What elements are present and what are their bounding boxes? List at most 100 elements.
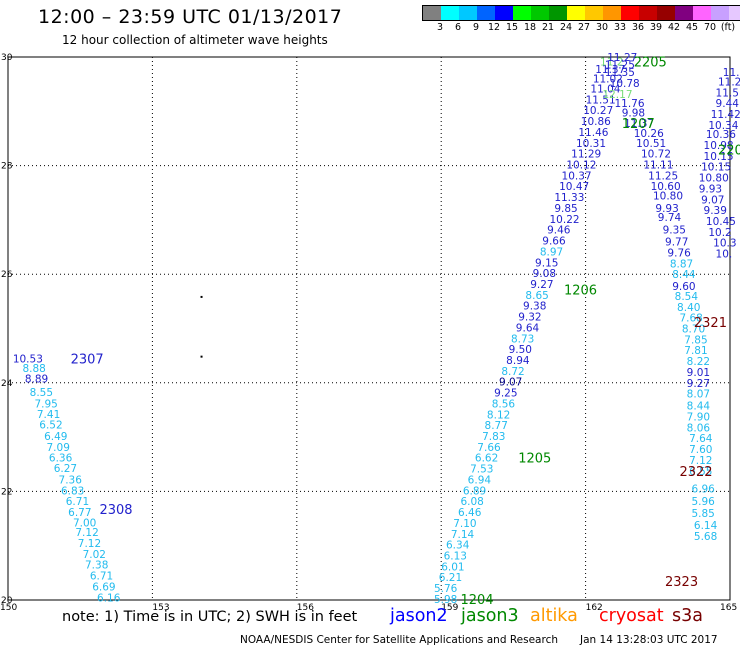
swh-value: 11.2 [718,76,740,88]
legend-swatch [693,6,711,20]
swh-value: 7.68 [679,313,702,325]
swh-value: 7.10 [453,518,476,530]
legend-label: 3 [436,22,444,33]
legend-label: 15 [505,22,519,33]
footer-note: note: 1) Time is in UTC; 2) SWH is in fe… [62,609,358,625]
legend-swatch [495,6,513,20]
swh-value: 6.83 [61,485,84,497]
pass-label: 1204 [460,593,493,608]
swh-value: 7.64 [689,433,713,445]
swh-value: 11.29 [571,149,601,161]
pass-label: 1207 [622,117,655,132]
swh-value: 10.53 [13,353,43,365]
swh-value: 9.27 [687,378,710,390]
legend-label: 12 [487,22,501,33]
swh-value: 6.71 [66,496,89,508]
swh-value: 8.97 [540,246,563,258]
swh-value: 7.12 [78,538,101,550]
swh-value: 7.95 [34,398,57,410]
swh-value: 6.89 [463,485,486,497]
swh-value: 5.68 [694,531,717,543]
swh-value: 6.21 [439,572,462,584]
legend-swatch [639,6,657,20]
swh-value: 11.3 [723,67,740,79]
swh-value: 11.37 [595,64,625,76]
swh-value: 6.16 [97,592,121,604]
swh-value: 6.62 [475,453,498,465]
map-point [200,295,203,298]
swh-value: 10.45 [706,216,736,228]
swh-value: 12.17 [602,89,632,101]
swh-value: 7.09 [47,442,70,454]
swh-value: 6.71 [90,571,113,583]
swh-value: 10.60 [651,181,681,193]
swh-value: 10.51 [636,138,666,150]
map-frame [7,56,731,601]
legend-label: 45 [685,22,699,33]
map-title: 12:00 – 23:59 UTC 01/13/2017 [38,6,343,28]
swh-value: 7.02 [83,549,106,561]
x-tick-label: 159 [441,603,458,613]
swh-value: 8.87 [670,258,693,270]
swh-value: 9.32 [518,312,541,324]
swh-value: 6.94 [468,474,492,486]
swh-value: 10.80 [699,173,729,185]
pass-label: 2323 [665,575,698,590]
swh-value: 11.76 [614,98,644,110]
swh-value: 11.35 [605,67,635,79]
legend-swatch [441,6,459,20]
swh-value: 10.3 [713,238,736,250]
swh-value: 11.51 [586,94,616,106]
footer-credit: NOAA/NESDIS Center for Satellite Applica… [240,634,558,646]
swh-value: 9.44 [716,98,740,110]
swh-value: 8.40 [677,302,700,314]
x-tick-label: 156 [297,603,314,613]
swh-value: 10.47 [559,181,589,193]
swh-value: 11.46 [578,127,608,139]
swh-value: 9.85 [554,203,577,215]
swh-value: 11.37 [624,118,654,130]
swh-value: 8.22 [687,356,710,368]
mission-s3a: s3a [672,606,703,626]
swh-value: 8.65 [525,290,548,302]
swh-value: 9.01 [687,367,710,379]
swh-value: 10.27 [583,105,613,117]
pass-label: 1205 [518,452,551,467]
y-tick-label: 22 [1,487,12,497]
swh-value: 8.54 [675,291,699,303]
swh-value: 6.01 [441,561,464,573]
legend-swatch [621,6,639,20]
swh-value: 8.73 [511,333,534,345]
swh-value: 6.08 [460,496,483,508]
swh-value: 10.98 [704,140,734,152]
swh-value: 6.69 [92,581,115,593]
swh-value: 10.80 [653,190,683,202]
pass-label: 2308 [99,503,132,518]
swh-value: 9.25 [494,388,517,400]
legend-label: 70 [703,22,717,33]
swh-value: 10.15 [704,151,734,163]
swh-value: 5.96 [691,496,715,508]
swh-value: 6.55 [689,466,712,478]
swh-value: 9.07 [701,194,724,206]
pass-label: 2205 [634,55,667,70]
swh-value: 9.08 [533,268,556,280]
swh-value: 9.64 [516,322,540,334]
swh-value: 10.72 [641,149,671,161]
swh-value: 9.60 [672,281,695,293]
legend-label: 6 [454,22,462,33]
pass-label: 220 [718,143,740,158]
pass-label: 2321 [694,316,727,331]
swh-value: 7.60 [689,444,712,456]
map-subtitle: 12 hour collection of altimeter wave hei… [62,33,328,47]
swh-value: 9.15 [535,257,558,269]
footer-timestamp: Jan 14 13:28:03 UTC 2017 [580,634,718,646]
swh-value: 7.66 [477,442,501,454]
legend-swatch [531,6,549,20]
swh-value: 10.36 [706,129,736,141]
swh-value: 9.93 [655,203,678,215]
swh-value: 6.49 [44,431,67,443]
swh-value: 7.12 [689,455,712,467]
swh-value: 7.83 [482,431,505,443]
legend-label: 9 [472,22,480,33]
